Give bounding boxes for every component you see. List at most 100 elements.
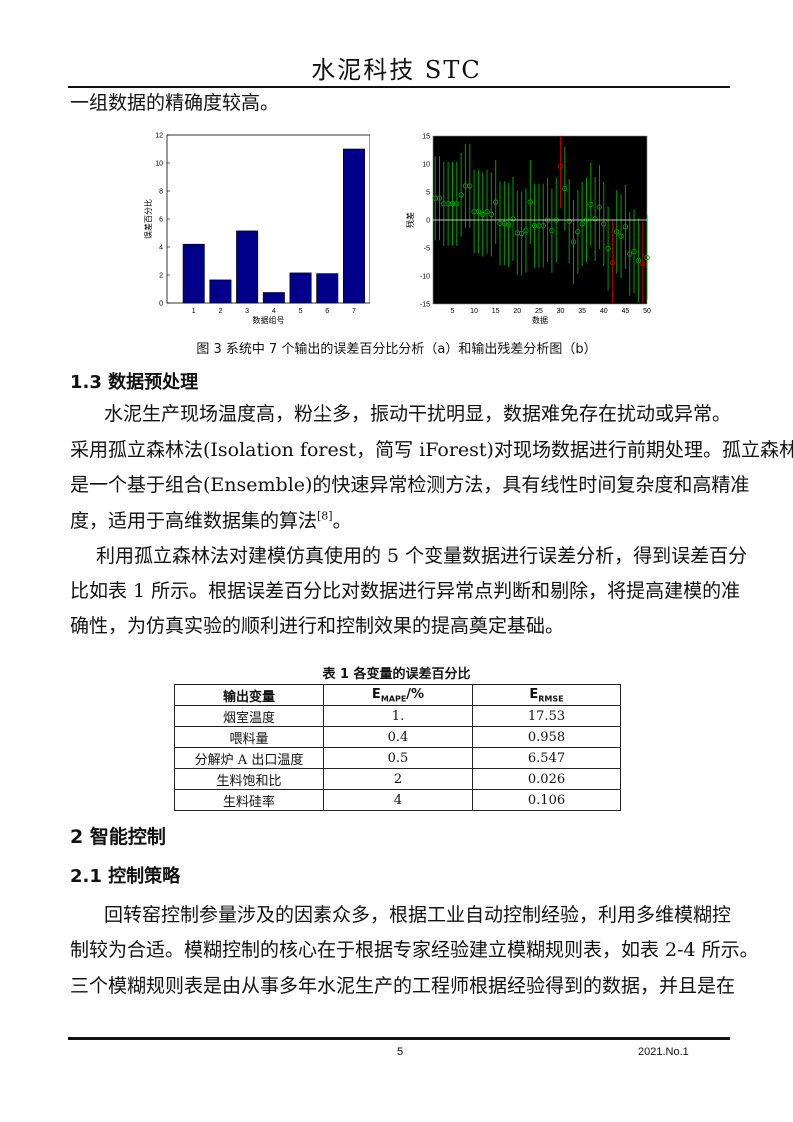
table-title: 表 1 各变量的误差百分比 bbox=[322, 667, 471, 682]
table-cell: 0.106 bbox=[472, 789, 621, 811]
residual-point bbox=[475, 208, 482, 215]
residual-point bbox=[575, 229, 581, 235]
table-cell: 4 bbox=[323, 789, 473, 811]
residual-plot: 5 10 15 20 25 30 35 40 45 50 -15 -10 -5 0 5 10 15 数据 残差 bbox=[405, 134, 651, 326]
figure-caption: 图 3 系统中 7 个输出的误差百分比分析（a）和输出残差分析图（b） bbox=[196, 342, 597, 357]
residual-point bbox=[436, 195, 443, 201]
y-axis-label: 残差 bbox=[405, 212, 415, 228]
issue-label: 2021.No.1 bbox=[638, 1046, 689, 1058]
bar bbox=[316, 273, 339, 304]
x-tick-label: 4 bbox=[272, 308, 276, 315]
col-header: 输出变量 bbox=[174, 684, 324, 706]
intro-line: 一组数据的精确度较高。 bbox=[70, 92, 280, 114]
residual-point bbox=[527, 199, 533, 205]
x-axis-label: 数据组号 bbox=[253, 315, 285, 325]
x-tick-label: 35 bbox=[578, 308, 586, 315]
residual-point bbox=[635, 257, 642, 263]
paragraph-line: 水泥生产现场温度高，粉尘多，振动干扰明显，数据难免存在扰动或异常。 bbox=[104, 403, 732, 425]
y-tick-label: 10 bbox=[155, 161, 163, 168]
x-tick-label: 30 bbox=[557, 308, 565, 315]
paragraph-line: 采用孤立森林法(Isolation forest，简写 iForest)对现场数… bbox=[70, 439, 793, 461]
residual-point bbox=[596, 204, 603, 210]
table-cell: 生料饱和比 bbox=[174, 768, 324, 790]
y-tick-label: -15 bbox=[420, 302, 430, 309]
y-tick-label: 4 bbox=[159, 245, 163, 252]
table-cell: 喂料量 bbox=[174, 726, 324, 748]
section-heading: 2.1 控制策略 bbox=[70, 866, 181, 887]
paragraph-line: 三个模糊规则表是由从事多年水泥生产的工程师根据经验得到的数据，并且是在 bbox=[70, 975, 736, 997]
y-tick-label: 12 bbox=[155, 133, 163, 140]
residual-point bbox=[523, 227, 529, 234]
x-tick-label: 45 bbox=[621, 308, 629, 315]
table-cell: 生料硅率 bbox=[174, 789, 324, 811]
residual-point bbox=[458, 192, 464, 198]
y-tick-label: 0 bbox=[159, 301, 163, 308]
residual-point bbox=[480, 211, 486, 218]
paragraph-line: 制较为合适。模糊控制的核心在于根据专家经验建立模糊规则表，如表 2-4 所示。 bbox=[70, 939, 759, 961]
section-heading: 1.3 数据预处理 bbox=[70, 372, 199, 393]
x-tick-label: 3 bbox=[245, 308, 249, 315]
y-tick-label: 15 bbox=[422, 134, 430, 141]
residual-point bbox=[566, 218, 572, 224]
table-cell: 2 bbox=[323, 768, 473, 790]
bar bbox=[289, 272, 312, 304]
residual-point bbox=[467, 183, 473, 189]
x-tick-label: 1 bbox=[192, 308, 196, 315]
residual-point bbox=[562, 185, 568, 192]
y-tick-label: 5 bbox=[426, 190, 430, 197]
residual-point bbox=[506, 222, 512, 228]
bar bbox=[236, 230, 259, 304]
footer-rule bbox=[68, 1037, 730, 1040]
x-axis-label: 数据 bbox=[532, 315, 548, 325]
table-cell: 0.5 bbox=[323, 747, 473, 769]
header-rule bbox=[68, 86, 730, 88]
table-row: 生料饱和比 2 0.026 bbox=[174, 768, 621, 790]
residual-point bbox=[549, 227, 555, 234]
y-tick-label: -5 bbox=[424, 246, 430, 253]
table-cell: 6.547 bbox=[472, 747, 621, 769]
y-tick-label: 8 bbox=[159, 189, 163, 196]
journal-header: 水泥科技 STC bbox=[311, 56, 482, 84]
text: 度，适用于高维数据集的算法 bbox=[70, 510, 318, 532]
paragraph-line: 确性，为仿真实验的顺利进行和控制效果的提高奠定基础。 bbox=[70, 615, 565, 637]
x-tick-label: 40 bbox=[600, 308, 608, 315]
paragraph-line: 回转窑控制参量涉及的因素众多，根据工业自动控制经验，利用多维模糊控 bbox=[104, 904, 732, 926]
residual-point bbox=[540, 222, 546, 229]
residual-point bbox=[501, 220, 507, 227]
residual-point bbox=[518, 230, 525, 237]
residual-point bbox=[609, 259, 616, 266]
y-tick-label: 6 bbox=[159, 217, 163, 224]
bar bbox=[182, 243, 205, 304]
paragraph-line: 比如表 1 所示。根据误差百分比对数据进行异常点判断和剔除，将提高建模的准 bbox=[70, 580, 741, 602]
x-tick-label: 2 bbox=[218, 308, 222, 315]
residual-point bbox=[484, 208, 490, 215]
paragraph-line: 度，适用于高维数据集的算法[8]。 bbox=[70, 506, 352, 533]
residual-point bbox=[601, 221, 607, 227]
error-table: 输出变量 EMAPE/% ERMSE 烟室温度 1. 17.53 喂料量 0.4 0.95… bbox=[174, 684, 621, 811]
x-tick-label: 10 bbox=[470, 308, 478, 315]
y-tick-label: -10 bbox=[420, 274, 430, 281]
table-row: 喂料量 0.4 0.958 bbox=[174, 726, 621, 748]
x-tick-label: 7 bbox=[352, 308, 356, 315]
x-tick-label: 6 bbox=[325, 308, 329, 315]
residual-point bbox=[605, 245, 611, 252]
table-cell: 烟室温度 bbox=[174, 705, 324, 727]
x-tick-label: 50 bbox=[643, 308, 651, 315]
residual-point bbox=[588, 201, 594, 207]
table-row: 分解炉 A 出口温度 0.5 6.547 bbox=[174, 747, 621, 769]
x-tick-label: 5 bbox=[299, 308, 303, 315]
y-tick-label: 0 bbox=[426, 218, 430, 225]
section-heading: 2 智能控制 bbox=[70, 826, 166, 848]
col-header: EMAPE/% bbox=[323, 684, 473, 706]
table-cell: 0.4 bbox=[323, 726, 473, 748]
residual-point bbox=[454, 201, 460, 207]
residual-point bbox=[510, 216, 516, 222]
x-tick-label: 15 bbox=[492, 308, 500, 315]
table-cell: 0.958 bbox=[472, 726, 621, 748]
page-number: 5 bbox=[397, 1046, 404, 1058]
residual-point bbox=[570, 239, 577, 245]
table-cell: 17.53 bbox=[472, 705, 621, 727]
residual-point bbox=[579, 221, 585, 227]
y-tick-label: 10 bbox=[422, 162, 430, 169]
